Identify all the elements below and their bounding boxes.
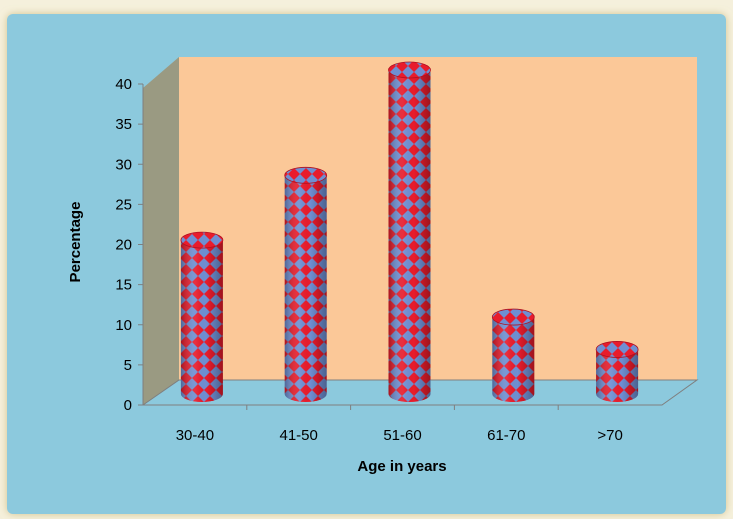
- y-tick-label: 35: [115, 116, 132, 133]
- bar-51-60: [388, 61, 431, 402]
- side-wall: [143, 57, 179, 405]
- y-tick-label: 30: [115, 156, 132, 173]
- bar-shading: [180, 240, 223, 402]
- x-tick-label: 61-70: [487, 427, 525, 444]
- bar-top: [180, 231, 224, 249]
- y-tick-label: 40: [115, 76, 132, 93]
- bar-top: [284, 166, 328, 184]
- bar-top: [491, 308, 535, 326]
- y-tick-label: 0: [124, 397, 132, 414]
- bars: [180, 61, 639, 402]
- x-axis-ticks: 30-40 41-50 51-60 61-70 >70: [176, 405, 623, 444]
- bar-shading: [284, 175, 327, 402]
- y-tick-label: 5: [124, 357, 132, 374]
- y-tick-label: 20: [115, 237, 132, 254]
- y-axis-title: Percentage: [67, 202, 84, 283]
- x-tick-label: 30-40: [176, 427, 214, 444]
- bar-61-70: [491, 308, 535, 402]
- y-tick-label: 15: [115, 277, 132, 294]
- x-axis-title: Age in years: [357, 458, 446, 475]
- plot-back-wall: [179, 57, 697, 380]
- bar-41-50: [284, 166, 328, 402]
- y-axis-ticks: 0 5 10 15 20 25 30 35 40: [115, 76, 143, 414]
- bar-shading: [388, 70, 431, 402]
- y-tick-label: 10: [115, 317, 132, 334]
- x-tick-label: 51-60: [383, 427, 421, 444]
- bar-top: [595, 341, 639, 358]
- y-tick-label: 25: [115, 196, 132, 213]
- bar->70: [595, 341, 639, 402]
- bar-shading: [596, 349, 639, 402]
- bar-shading: [492, 317, 535, 402]
- bar-top: [388, 61, 431, 79]
- x-tick-label: >70: [597, 427, 622, 444]
- x-tick-label: 41-50: [280, 427, 318, 444]
- bar-30-40: [180, 231, 224, 402]
